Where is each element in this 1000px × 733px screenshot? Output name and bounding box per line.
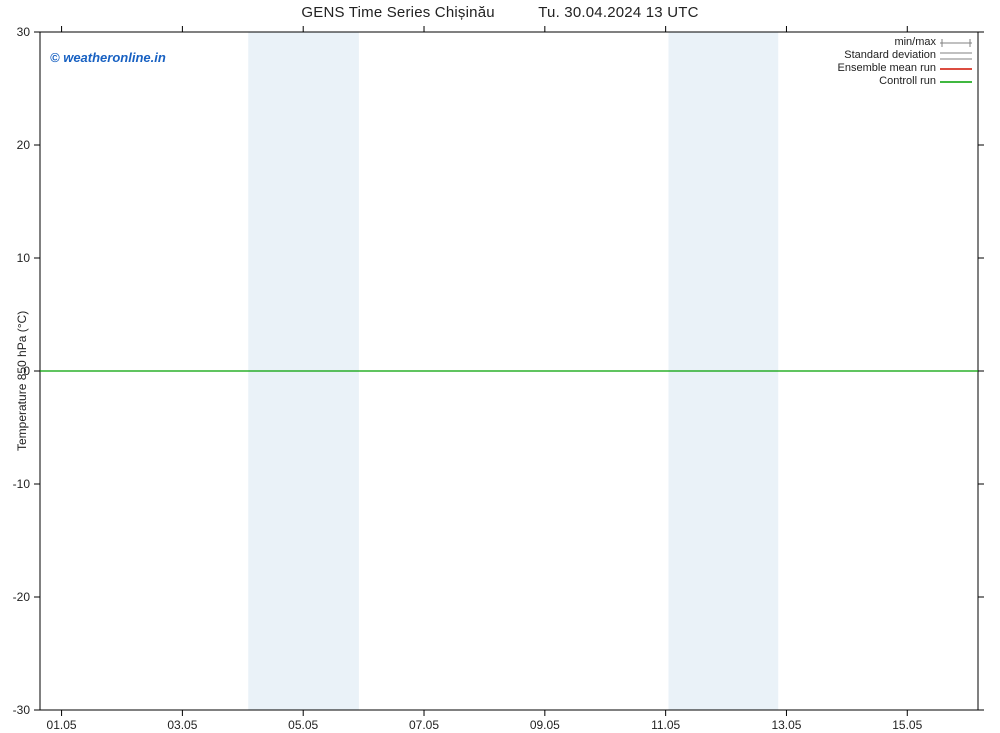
y-tick-label: 0 (0, 364, 30, 378)
y-tick-label: -30 (0, 703, 30, 717)
legend-swatch-icon (940, 38, 972, 48)
y-tick-label: 30 (0, 25, 30, 39)
x-tick-label: 07.05 (409, 718, 439, 732)
x-tick-label: 05.05 (288, 718, 318, 732)
y-tick-label: -10 (0, 477, 30, 491)
y-tick-label: 20 (0, 138, 30, 152)
x-tick-label: 13.05 (771, 718, 801, 732)
legend-swatch-icon (940, 64, 972, 74)
legend-label: Ensemble mean run (838, 62, 936, 75)
y-axis-label: Temperature 850 hPa (°C) (15, 311, 29, 451)
legend-swatch-icon (940, 51, 972, 61)
x-tick-label: 15.05 (892, 718, 922, 732)
legend-swatch-icon (940, 77, 972, 87)
x-tick-label: 03.05 (167, 718, 197, 732)
legend-label: Controll run (879, 75, 936, 88)
chart-svg (0, 0, 1000, 733)
x-tick-label: 11.05 (651, 718, 680, 732)
legend-item: Standard deviation (838, 49, 972, 62)
x-tick-label: 09.05 (530, 718, 560, 732)
legend-label: Standard deviation (844, 49, 936, 62)
legend-label: min/max (894, 36, 936, 49)
legend-item: Ensemble mean run (838, 62, 972, 75)
watermark: © weatheronline.in (50, 50, 166, 65)
x-tick-label: 01.05 (47, 718, 77, 732)
legend: min/maxStandard deviationEnsemble mean r… (838, 36, 972, 88)
y-tick-label: -20 (0, 590, 30, 604)
chart-container: { "chart": { "type": "line", "title_left… (0, 0, 1000, 733)
legend-item: Controll run (838, 75, 972, 88)
watermark-text: weatheronline.in (63, 50, 166, 65)
y-tick-label: 10 (0, 251, 30, 265)
legend-item: min/max (838, 36, 972, 49)
watermark-copyright: © (50, 50, 63, 65)
